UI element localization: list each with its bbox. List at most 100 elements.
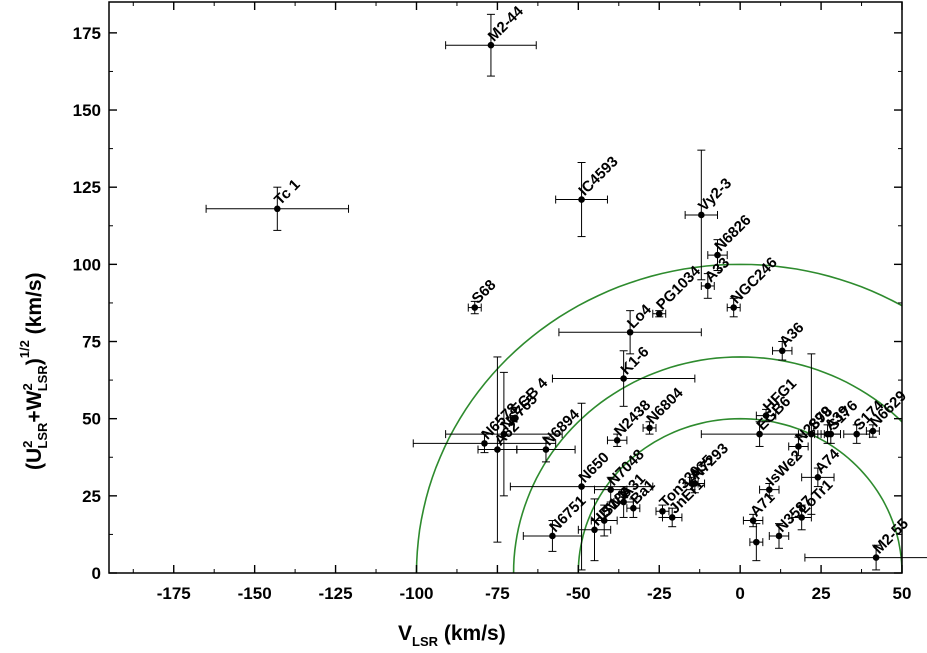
point-pg1034 <box>652 309 667 318</box>
label-a36: A36 <box>776 319 807 350</box>
marker-a74 <box>814 474 822 481</box>
point-egb-4 <box>509 414 518 423</box>
y-tick-label-150: 150 <box>73 101 101 120</box>
y-axis-title-sub1: LSR <box>35 422 50 449</box>
marker-n6765 <box>500 430 508 438</box>
point-a33 <box>700 273 715 299</box>
label-k1-6: K1-6 <box>617 343 652 378</box>
point-a36 <box>772 341 793 361</box>
point-iswe2 <box>759 482 780 497</box>
point-n2899 <box>788 436 809 457</box>
x-axis-title-main: V <box>398 622 412 645</box>
x-tick-label--50: -50 <box>566 584 591 603</box>
point-k1-6 <box>551 350 696 407</box>
point-n6804 <box>642 421 657 435</box>
axes: -175 -150 -125 -100 -75 -50 -25 0 25 50 0 25 50 75 100… <box>73 1 912 603</box>
label-a33: A33 <box>702 254 733 285</box>
marker-n2899 <box>795 443 802 450</box>
marker-n7048 <box>607 486 614 493</box>
x-axis-title: VLSR (km/s) <box>398 622 506 649</box>
y-axis-title-sup3: 1/2 <box>17 340 32 358</box>
marker-vy2-3 <box>698 211 705 219</box>
point-s188 <box>590 504 618 537</box>
point-lo4 <box>558 310 702 355</box>
reference-circle-r50 <box>577 417 902 573</box>
point-n7048 <box>594 476 628 503</box>
y-axis-title-sub2: LSR <box>35 365 50 392</box>
label-tc-1: Tc 1 <box>271 176 303 208</box>
point-a31 <box>613 486 634 518</box>
marker-iswe2 <box>765 486 773 493</box>
marker-k1-6 <box>620 375 627 382</box>
marker-ba1 <box>630 504 637 512</box>
point-m2-55 <box>804 544 927 571</box>
point-tc-1 <box>205 186 350 231</box>
marker-hfg1 <box>762 412 770 419</box>
x-axis-title-sub: LSR <box>412 634 439 649</box>
marker-tc-1 <box>274 205 281 213</box>
point-m2-44 <box>445 13 537 77</box>
point-ic4593 <box>555 161 608 238</box>
marker-pg1034 <box>655 310 663 318</box>
x-tick-label-50: 50 <box>893 584 912 603</box>
marker-n6804 <box>646 424 653 432</box>
point-a74 <box>801 467 835 488</box>
y-axis-title: (U2LSR+W2LSR)1/2 (km/s) <box>17 273 50 471</box>
marker-a33 <box>704 282 712 290</box>
x-tick-label--125: -125 <box>319 584 353 603</box>
x-tick-label--25: -25 <box>647 584 672 603</box>
point-ngc246 <box>726 297 741 318</box>
point-s68 <box>467 300 482 315</box>
marker-s68 <box>471 304 479 311</box>
marker-lotr1 <box>798 514 805 521</box>
x-axis-title-unit: (km/s) <box>438 622 506 645</box>
point-n6765 <box>445 371 563 497</box>
marker-n6751 <box>549 532 556 540</box>
marker-ic4593 <box>578 196 585 203</box>
marker-s188 <box>600 517 608 524</box>
y-axis-title-sup2: 2 <box>20 383 35 390</box>
x-tick-label--100: -100 <box>399 584 433 603</box>
point-unnamed-44 <box>749 523 764 562</box>
y-axis-title-plus: +W <box>23 390 46 422</box>
y-tick-label-100: 100 <box>73 255 101 274</box>
x-tick-label--150: -150 <box>238 584 272 603</box>
label-n6894: N6894 <box>540 406 584 450</box>
label-iswe2: IsWe2 <box>763 447 805 489</box>
marker-n3587 <box>775 532 783 540</box>
point-n3587 <box>768 523 790 549</box>
x-tick-label-0: 0 <box>735 584 744 603</box>
marker-s174 <box>853 430 860 438</box>
point-n650 <box>509 402 654 571</box>
label-ic4593: IC4593 <box>575 153 621 199</box>
marker-ton320 <box>659 507 666 515</box>
plot-frame <box>108 1 903 574</box>
point-lotr1 <box>791 504 812 531</box>
label-a71: A71 <box>747 489 778 520</box>
point-n6826 <box>707 239 728 272</box>
point-a39 <box>814 424 842 444</box>
marker-m2-55 <box>872 554 880 561</box>
label-m2-55: M2-55 <box>870 515 912 557</box>
y-tick-label-175: 175 <box>73 24 101 43</box>
y-tick-label-50: 50 <box>82 410 101 429</box>
point-a71 <box>742 513 764 528</box>
point-n6894 <box>516 436 576 463</box>
marker-a39 <box>824 430 831 438</box>
x-tick-label-25: 25 <box>812 584 831 603</box>
reference-circle-r100 <box>415 263 902 573</box>
y-axis-title-close: ) <box>23 358 46 365</box>
marker-hdw1 <box>591 526 598 534</box>
y-axis-title-unit: (km/s) <box>23 273 46 341</box>
x-tick-label--75: -75 <box>485 584 510 603</box>
marker-ngc246 <box>730 304 737 311</box>
y-axis-title-sup1: 2 <box>20 441 35 448</box>
marker-egb6 <box>756 430 763 438</box>
marker-egb-4 <box>510 415 517 422</box>
point-jner1 <box>661 507 683 528</box>
label-s68: S68 <box>469 276 500 307</box>
marker-lo4 <box>626 328 634 336</box>
marker-m2-44 <box>487 41 495 49</box>
marker-s78 <box>808 430 815 438</box>
